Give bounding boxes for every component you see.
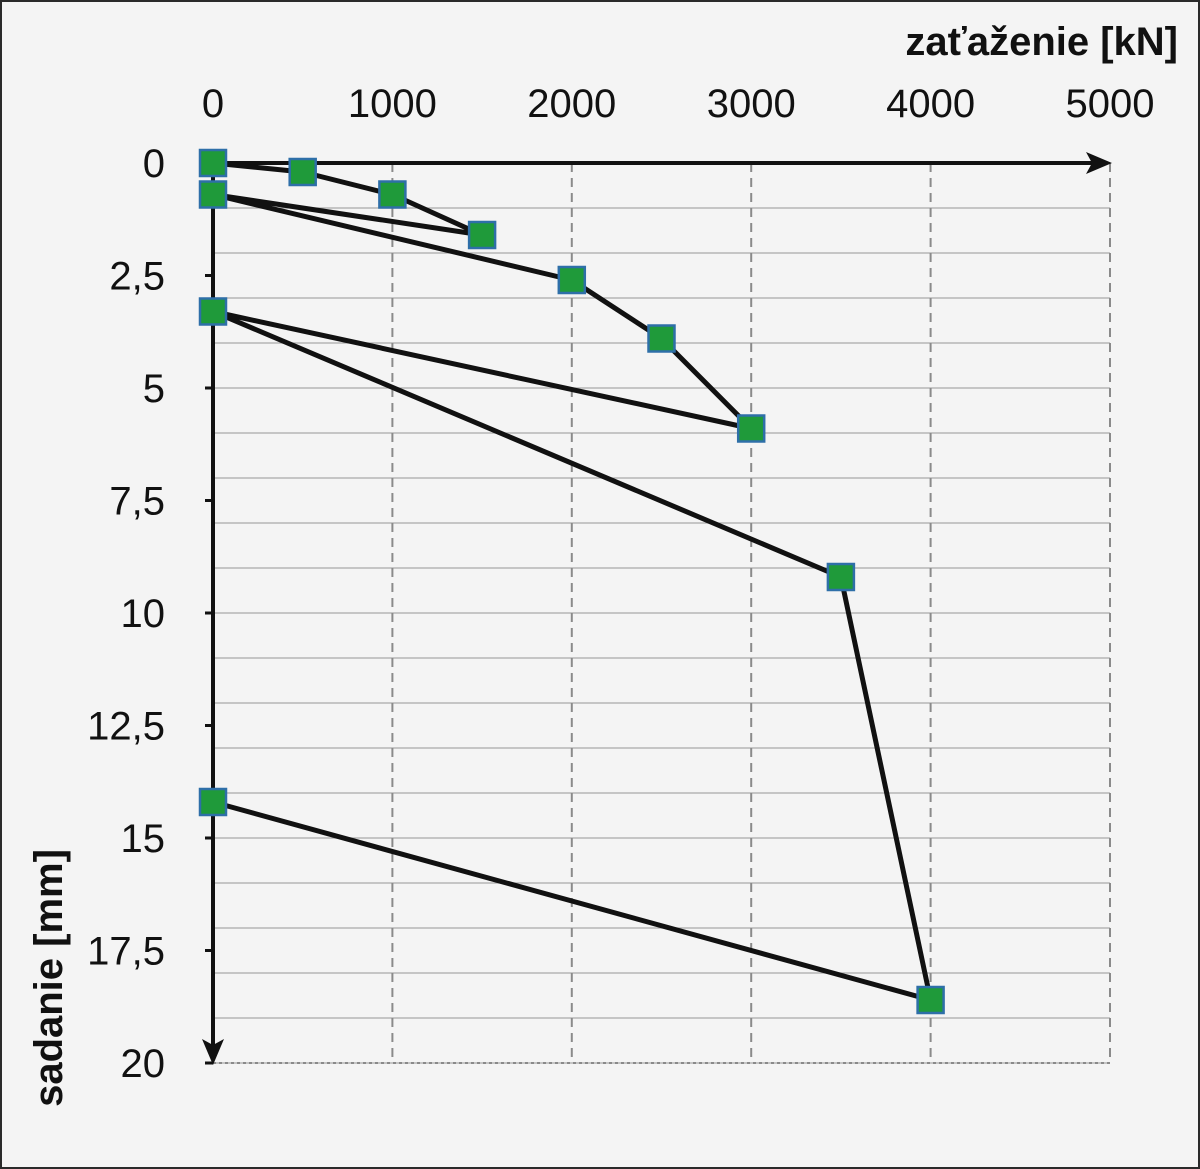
x-axis-title: zaťaženie [kN] bbox=[905, 20, 1178, 64]
y-tick-label: 0 bbox=[143, 142, 165, 186]
data-point-marker bbox=[826, 562, 856, 592]
data-point-marker bbox=[916, 985, 945, 1015]
data-point-marker bbox=[198, 297, 228, 326]
y-tick-label: 5 bbox=[143, 367, 165, 411]
data-point-marker bbox=[198, 180, 228, 209]
data-point-marker bbox=[288, 157, 317, 187]
x-tick-label: 0 bbox=[202, 82, 224, 126]
x-tick-label: 4000 bbox=[886, 82, 975, 126]
y-axis-arrow-icon bbox=[202, 1039, 224, 1065]
y-axis-title: sadanie [mm] bbox=[27, 849, 71, 1107]
x-axis-arrow-icon bbox=[1086, 152, 1112, 174]
y-tick-label: 15 bbox=[121, 817, 166, 861]
data-point-marker bbox=[647, 324, 676, 353]
y-tick-label: 20 bbox=[121, 1042, 166, 1086]
tick-labels: 0 1000 2000 3000 4000 5000 0 2,5 5 7,5 10 12,5 15 17,… bbox=[87, 82, 1154, 1086]
data-point-marker bbox=[198, 148, 228, 178]
data-point-marker bbox=[736, 414, 766, 443]
x-tick-label: 2000 bbox=[527, 82, 616, 126]
x-tick-label: 1000 bbox=[348, 82, 437, 126]
y-tick-label: 10 bbox=[121, 592, 166, 636]
y-tick-label: 12,5 bbox=[87, 705, 165, 749]
y-tick-label: 17,5 bbox=[87, 930, 165, 974]
y-tick-label: 2,5 bbox=[109, 255, 165, 299]
y-tick-label: 7,5 bbox=[109, 480, 165, 524]
series bbox=[198, 148, 945, 1015]
data-point-marker bbox=[557, 265, 587, 295]
data-point-marker bbox=[198, 787, 228, 817]
x-tick-label: 5000 bbox=[1066, 82, 1155, 126]
series-line bbox=[210, 160, 934, 1003]
data-point-marker bbox=[467, 220, 497, 250]
grid bbox=[213, 163, 1111, 1064]
x-tick-label: 3000 bbox=[707, 82, 796, 126]
data-point-marker bbox=[378, 180, 407, 209]
